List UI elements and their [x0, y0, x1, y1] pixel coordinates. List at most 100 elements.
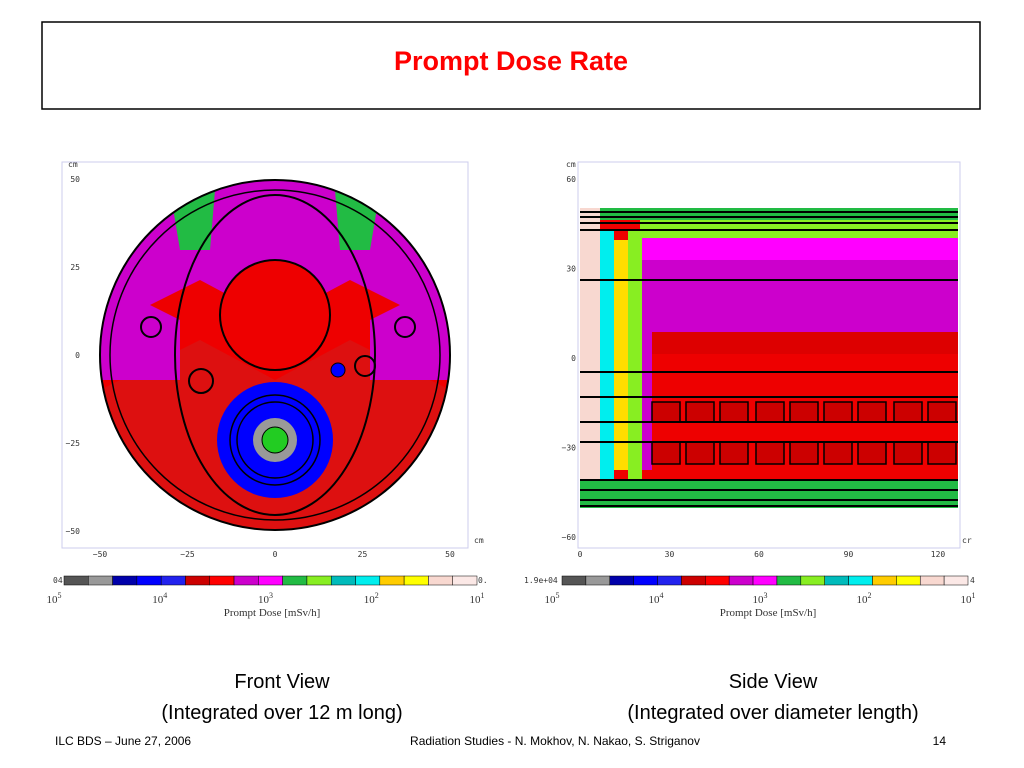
- scale-base: 10: [961, 594, 973, 606]
- colorbar-cell: [428, 575, 453, 586]
- colorbar-scale-label: 105: [47, 591, 62, 606]
- scale-exponent: 3: [764, 591, 768, 600]
- scale-exponent: 5: [58, 591, 62, 600]
- colorbar-title: Prompt Dose [mSv/h]: [224, 607, 321, 619]
- colorbar-scale-label: 105: [545, 591, 560, 606]
- colorbar-cell: [306, 575, 332, 586]
- colorbar-cell: [848, 575, 873, 586]
- x-tick-label: 90: [844, 550, 854, 559]
- colorbar-scale-label: 104: [152, 591, 167, 606]
- colorbar-cell: [633, 575, 658, 586]
- scale-exponent: 2: [868, 591, 872, 600]
- x-tick-label: −25: [180, 550, 195, 559]
- colorbar-end-label: 4: [970, 576, 975, 585]
- footer-left: ILC BDS – June 27, 2006: [55, 734, 191, 748]
- colorbar-scale-label: 102: [857, 591, 872, 606]
- subcaption: (Integrated over diameter length): [627, 702, 918, 724]
- x-tick-label: 0: [273, 550, 278, 559]
- colorbar-cell: [561, 575, 587, 586]
- x-tick-label: −50: [93, 550, 108, 559]
- colorbar-cell: [452, 575, 478, 586]
- scale-exponent: 5: [556, 591, 560, 600]
- side-view-plot: [577, 161, 961, 549]
- colorbar-scale-label: 101: [470, 591, 485, 606]
- colorbar-cell: [585, 575, 611, 586]
- colorbar-cell: [776, 575, 802, 586]
- caption: Side View: [729, 671, 818, 693]
- region: [370, 280, 450, 380]
- colorbar-title: Prompt Dose [mSv/h]: [720, 607, 817, 619]
- colorbar-cell: [943, 575, 969, 586]
- colorbar-cell: [872, 575, 897, 586]
- colorbar-cell: [403, 575, 429, 586]
- colorbar-cell: [185, 575, 211, 586]
- scale-exponent: 1: [481, 591, 485, 600]
- colorbar-cell: [160, 575, 186, 586]
- scale-exponent: 4: [163, 591, 167, 600]
- y-tick-label: 0: [571, 354, 576, 363]
- scale-base: 10: [649, 594, 661, 606]
- region: [100, 280, 180, 380]
- page-number: 14: [933, 734, 947, 748]
- scale-base: 10: [47, 594, 59, 606]
- colorbar-cell: [209, 575, 235, 586]
- y-tick-label: 60: [566, 175, 576, 184]
- x-unit: cm: [474, 536, 484, 545]
- x-tick-label: 30: [665, 550, 675, 559]
- y-tick-label: 0: [75, 351, 80, 360]
- colorbar-cell: [752, 575, 778, 586]
- colorbar-cell: [609, 575, 634, 586]
- scale-exponent: 1: [972, 591, 976, 600]
- colorbar-cell: [233, 575, 259, 586]
- scale-base: 10: [857, 594, 869, 606]
- y-unit: cm: [566, 160, 576, 169]
- y-tick-label: 50: [70, 175, 80, 184]
- colorbar-cell: [136, 575, 162, 586]
- scale-base: 10: [753, 594, 765, 606]
- footer-center: Radiation Studies - N. Mokhov, N. Nakao,…: [410, 734, 700, 748]
- colorbar-cell: [258, 575, 283, 586]
- scale-base: 10: [152, 594, 164, 606]
- colorbar-cell: [355, 575, 381, 586]
- colorbar-cell: [896, 575, 921, 586]
- colorbar-cell: [919, 575, 945, 586]
- scale-exponent: 4: [660, 591, 664, 600]
- x-tick-label: 50: [445, 550, 455, 559]
- colorbar-scale-label: 102: [364, 591, 379, 606]
- scale-exponent: 2: [375, 591, 379, 600]
- x-tick-label: 60: [754, 550, 764, 559]
- colorbar-cell: [681, 575, 706, 586]
- colorbar-scale-label: 103: [753, 591, 768, 606]
- colorbar-cell: [657, 575, 682, 586]
- scale-exponent: 3: [269, 591, 273, 600]
- title-box: [41, 21, 981, 110]
- slide-title: Prompt Dose Rate: [394, 46, 628, 76]
- colorbar-end-label: 04: [53, 576, 63, 585]
- colorbar-scale-label: 101: [961, 591, 976, 606]
- x-tick-label: 0: [578, 550, 583, 559]
- colorbar-cell: [88, 575, 113, 586]
- colorbar-scale-label: 104: [649, 591, 664, 606]
- colorbar-cell: [330, 575, 356, 586]
- colorbar-cell: [112, 575, 138, 586]
- scale-base: 10: [364, 594, 376, 606]
- colorbar-cell: [800, 575, 825, 586]
- y-tick-label: 25: [70, 263, 80, 272]
- colorbar-end-label: 0.: [478, 576, 488, 585]
- colorbar-cell: [705, 575, 730, 586]
- colorbar-cell: [282, 575, 308, 586]
- colorbar-scale-label: 103: [258, 591, 273, 606]
- caption: Front View: [234, 671, 330, 693]
- colorbar-cell: [824, 575, 849, 586]
- scale-base: 10: [258, 594, 270, 606]
- scale-base: 10: [545, 594, 557, 606]
- y-unit: cm: [68, 160, 78, 169]
- front-view-plot: [61, 161, 469, 549]
- y-tick-label: −50: [66, 527, 81, 536]
- colorbar-cell: [728, 575, 754, 586]
- x-tick-label: 25: [358, 550, 368, 559]
- scale-base: 10: [470, 594, 482, 606]
- y-tick-label: −30: [562, 444, 577, 453]
- y-tick-label: 30: [566, 265, 576, 274]
